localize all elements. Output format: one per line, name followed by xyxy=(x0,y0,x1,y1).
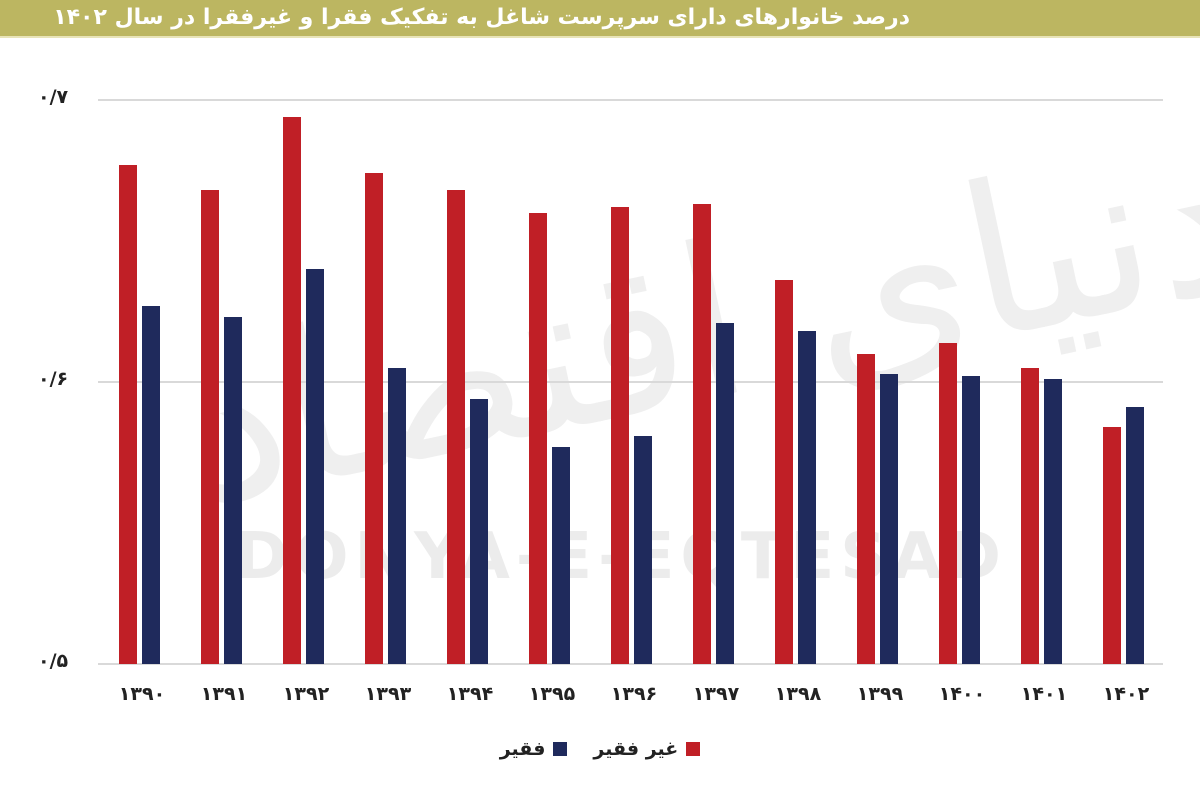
bar-nonpoor xyxy=(775,280,793,664)
bar-poor xyxy=(142,305,160,664)
x-tick-label: ۱۳۹۳ xyxy=(364,683,412,705)
legend-label-poor: فقیر xyxy=(499,738,546,760)
bar-nonpoor xyxy=(1103,427,1121,664)
y-tick-label: ۰/۶ xyxy=(38,368,69,390)
gridline xyxy=(98,663,1163,665)
x-tick-label: ۱۳۹۴ xyxy=(446,683,494,705)
bar-nonpoor xyxy=(1021,367,1039,664)
bar-nonpoor xyxy=(611,207,629,664)
legend: غیر فقیر فقیر xyxy=(0,738,1200,760)
bar-poor xyxy=(388,367,406,664)
x-tick-label: ۱۴۰۲ xyxy=(1102,683,1150,705)
bar-poor xyxy=(306,269,324,664)
bar-poor xyxy=(880,373,898,664)
bar-nonpoor xyxy=(201,190,219,664)
bar-nonpoor xyxy=(529,212,547,664)
bar-poor xyxy=(1126,407,1144,664)
x-tick-label: ۱۳۹۸ xyxy=(774,683,822,705)
gridline xyxy=(98,381,1163,383)
legend-label-nonpoor: غیر فقیر xyxy=(593,738,679,760)
x-tick-label: ۱۳۹۰ xyxy=(118,683,166,705)
bar-nonpoor xyxy=(119,164,137,664)
y-tick-label: ۰/۷ xyxy=(38,86,69,108)
x-tick-label: ۱۳۹۱ xyxy=(200,683,248,705)
bar-poor xyxy=(634,435,652,664)
bar-poor xyxy=(224,317,242,664)
bar-nonpoor xyxy=(447,190,465,664)
bar-poor xyxy=(1044,379,1062,664)
x-tick-label: ۱۳۹۲ xyxy=(282,683,330,705)
bar-nonpoor xyxy=(857,353,875,664)
title-banner: درصد خانوارهای دارای سرپرست شاغل به تفکی… xyxy=(0,0,1200,38)
bar-poor xyxy=(962,376,980,664)
bar-nonpoor xyxy=(693,204,711,664)
bar-nonpoor xyxy=(365,173,383,664)
gridline xyxy=(98,99,1163,101)
x-tick-label: ۱۴۰۱ xyxy=(1020,683,1068,705)
chart-title: درصد خانوارهای دارای سرپرست شاغل به تفکی… xyxy=(53,5,910,30)
x-tick-label: ۱۴۰۰ xyxy=(938,683,986,705)
x-tick-label: ۱۳۹۹ xyxy=(856,683,904,705)
legend-swatch-navy xyxy=(553,742,568,756)
bar-poor xyxy=(716,322,734,664)
y-tick-label: ۰/۵ xyxy=(38,650,69,672)
x-tick-label: ۱۳۹۶ xyxy=(610,683,658,705)
bar-nonpoor xyxy=(939,342,957,664)
legend-item-nonpoor: غیر فقیر xyxy=(593,738,701,760)
legend-item-poor: فقیر xyxy=(500,738,568,760)
bar-poor xyxy=(798,331,816,664)
x-tick-label: ۱۳۹۷ xyxy=(692,683,740,705)
bar-poor xyxy=(470,398,488,664)
x-tick-label: ۱۳۹۵ xyxy=(528,683,576,705)
legend-swatch-red xyxy=(686,742,701,756)
bar-poor xyxy=(552,446,570,664)
bar-nonpoor xyxy=(283,116,301,664)
